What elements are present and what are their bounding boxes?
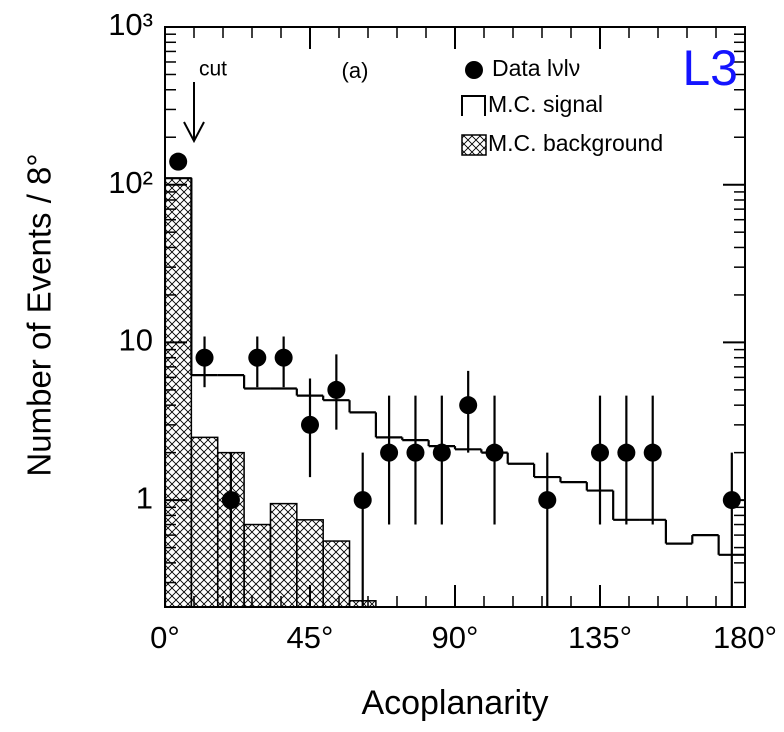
data-point xyxy=(432,443,451,462)
x-tick-label: 45° xyxy=(287,620,334,655)
legend-marker xyxy=(461,95,486,116)
x-tick-label: 180° xyxy=(713,620,777,655)
data-point xyxy=(274,348,293,367)
y-axis-title: Number of Events / 8° xyxy=(21,153,58,476)
legend-marker xyxy=(465,61,483,79)
experiment-label: L3 xyxy=(682,40,738,96)
data-point xyxy=(353,491,372,510)
data-point xyxy=(327,380,346,399)
data-point xyxy=(169,152,188,171)
data-point xyxy=(485,443,504,462)
y-tick-label: 1 xyxy=(136,480,153,515)
x-axis-title: Acoplanarity xyxy=(361,684,548,722)
cut-label: cut xyxy=(199,58,227,81)
panel-label: (a) xyxy=(342,58,369,83)
y-tick-label: 10³ xyxy=(108,7,153,42)
x-tick-label: 0° xyxy=(150,620,180,655)
background-bar xyxy=(190,436,219,607)
data-point xyxy=(406,443,425,462)
background-bar xyxy=(243,523,272,607)
data-point xyxy=(459,396,478,415)
legend-label: Data lνlν xyxy=(492,55,580,81)
data-point xyxy=(617,443,636,462)
y-tick-label: 10 xyxy=(119,323,153,358)
legend-label: M.C. signal xyxy=(488,91,603,117)
data-point xyxy=(221,491,240,510)
x-tick-label: 90° xyxy=(432,620,479,655)
cut-arrowhead xyxy=(183,121,205,144)
data-point xyxy=(538,491,557,510)
data-point xyxy=(591,443,609,462)
y-tick-label: 10² xyxy=(108,165,153,200)
background-bar xyxy=(165,177,193,607)
background-bar xyxy=(269,502,298,607)
data-point xyxy=(301,415,319,434)
x-tick-label: 135° xyxy=(568,620,632,655)
plot-area xyxy=(165,156,745,607)
data-point xyxy=(248,348,267,367)
legend-marker xyxy=(461,134,487,156)
data-point xyxy=(380,443,399,462)
data-point xyxy=(643,443,662,462)
legend-label: M.C. background xyxy=(488,130,663,156)
background-bar xyxy=(322,540,351,607)
data-point xyxy=(195,348,214,367)
